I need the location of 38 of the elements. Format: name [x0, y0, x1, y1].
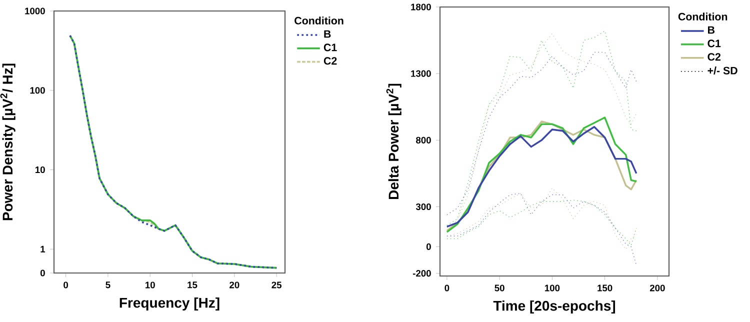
- x-axis-title: Time [20s-epochs]: [493, 300, 616, 314]
- x-tick-label: 5: [106, 282, 110, 288]
- legend-title: Condition: [678, 12, 728, 20]
- y-tick-label: 800: [416, 136, 431, 144]
- x-tick-label: 0: [64, 282, 68, 288]
- y-tick-label: 1000: [25, 8, 45, 14]
- x-tick-label: 15: [188, 282, 198, 288]
- x-tick-label: 150: [598, 284, 612, 292]
- x-tick-label: 50: [494, 284, 504, 292]
- legend-label: C1: [708, 40, 721, 48]
- legend-label: C2: [324, 57, 337, 65]
- x-tick-label: 10: [146, 282, 155, 288]
- y-axis-title: Power Density [µV$^{2}$/ Hz]: [0, 64, 16, 220]
- line-series: [446, 52, 637, 216]
- legend-title: Condition: [294, 16, 344, 24]
- y-tick-label: 0: [426, 243, 431, 250]
- y-tick-label: 1: [40, 246, 46, 252]
- y-tick-label: -200: [412, 270, 431, 277]
- legend-label: B: [708, 26, 715, 34]
- x-tick-label: 100: [544, 284, 560, 292]
- y-tick-label: 1800: [411, 4, 431, 10]
- text: +/- SD: [708, 66, 738, 74]
- y-tick-label: 100: [30, 87, 45, 94]
- y-tick-label: 10: [35, 166, 45, 174]
- x-tick-label: 20: [230, 282, 240, 288]
- y-tick-label: 1300: [411, 70, 431, 77]
- line-series: [69, 34, 278, 269]
- legend-label: C1: [324, 44, 337, 52]
- legend-label: B: [324, 30, 331, 38]
- y-axis-title: Delta Power [µV$^{2}$]: [386, 84, 402, 199]
- x-tick-label: 25: [272, 282, 282, 288]
- x-tick-label: 0: [444, 284, 450, 292]
- line-series: [446, 188, 637, 250]
- x-axis-title: Frequency [Hz]: [120, 297, 220, 311]
- x-tick-label: 200: [650, 284, 665, 292]
- y-tick-label: 0: [40, 270, 45, 276]
- legend-label: C2: [708, 53, 721, 61]
- y-tick-label: 300: [416, 203, 431, 210]
